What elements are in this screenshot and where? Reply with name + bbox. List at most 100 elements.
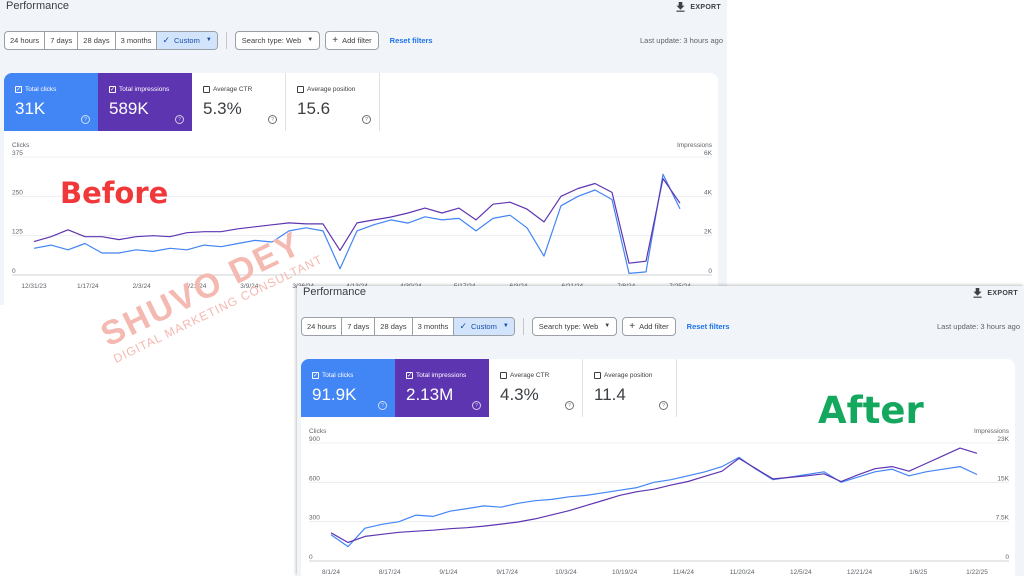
range-7-days[interactable]: 7 days — [45, 31, 79, 49]
range-custom[interactable]: ✓ Custom ▼ — [157, 31, 217, 49]
range-custom-label: Custom — [173, 35, 200, 45]
range-28-days[interactable]: 28 days — [78, 31, 116, 49]
metric-label: Average position — [594, 372, 652, 379]
x-tick-label: 10/19/24 — [612, 569, 638, 576]
checkbox-unchecked-icon — [203, 86, 210, 93]
performance-chart: Clicks Impressions 900 23K 600 15K 300 7.5K 0 0 8/… — [309, 428, 1010, 576]
reset-filters-link[interactable]: Reset filters — [389, 35, 433, 45]
metric-value: 31K — [15, 99, 46, 118]
export-button[interactable]: EXPORT — [973, 288, 1018, 298]
help-icon[interactable]: ? — [81, 115, 90, 124]
help-icon[interactable]: ? — [378, 401, 387, 410]
page-title: Performance — [303, 286, 366, 298]
right-tick-label: 6K — [704, 150, 713, 157]
range-custom-label: Custom — [470, 321, 497, 331]
filter-toolbar: 24 hours 7 days 28 days 3 months ✓ Custo… — [4, 30, 723, 50]
range-3-months[interactable]: 3 months — [116, 31, 158, 49]
export-label: EXPORT — [987, 289, 1018, 297]
caret-down-icon: ▼ — [307, 37, 314, 43]
metric-total-clicks[interactable]: ✓ Total clicks 91.9K ? — [301, 359, 395, 417]
range-28-days[interactable]: 28 days — [375, 317, 413, 335]
checkbox-checked-icon: ✓ — [109, 86, 116, 93]
help-icon[interactable]: ? — [175, 115, 184, 124]
checkbox-checked-icon: ✓ — [406, 372, 413, 379]
metric-label-text: Total clicks — [322, 372, 354, 379]
search-type-dropdown[interactable]: Search type: Web ▼ — [234, 30, 321, 50]
left-tick-label: 125 — [12, 229, 23, 236]
add-filter-button[interactable]: + Add filter — [622, 316, 676, 336]
series-line-clicks — [33, 173, 681, 274]
x-tick-label: 1/6/25 — [909, 569, 927, 576]
metric-label: ✓ Total impressions — [109, 86, 169, 93]
last-update-text: Last update: 3 hours ago — [937, 321, 1020, 331]
left-tick-label: 900 — [309, 436, 320, 443]
left-tick-label: 375 — [12, 150, 23, 157]
help-icon[interactable]: ? — [565, 401, 574, 410]
download-icon — [676, 2, 685, 12]
metric-label: ✓ Total clicks — [312, 372, 353, 379]
add-filter-label: Add filter — [639, 321, 669, 331]
last-update-text: Last update: 3 hours ago — [640, 35, 723, 45]
help-icon[interactable]: ? — [659, 401, 668, 410]
range-3-months[interactable]: 3 months — [413, 317, 455, 335]
metric-total-impressions[interactable]: ✓ Total impressions 2.13M ? — [395, 359, 489, 417]
metric-value: 15.6 — [297, 99, 331, 118]
x-tick-label: 12/5/24 — [790, 569, 812, 576]
metric-total-clicks[interactable]: ✓ Total clicks 31K ? — [4, 73, 98, 131]
date-range-selector: 24 hours 7 days 28 days 3 months ✓ Custo… — [301, 316, 515, 336]
export-button[interactable]: EXPORT — [676, 2, 721, 12]
metric-label-text: Average position — [604, 372, 653, 379]
right-tick-label: 0 — [1005, 554, 1009, 561]
x-tick-label: 1/22/25 — [966, 569, 988, 576]
filter-toolbar: 24 hours 7 days 28 days 3 months ✓ Custo… — [301, 316, 1020, 336]
checkbox-checked-icon: ✓ — [312, 372, 319, 379]
metric-average-ctr[interactable]: Average CTR 4.3% ? — [489, 359, 583, 417]
right-tick-label: 23K — [997, 436, 1009, 443]
x-tick-label: 9/17/24 — [496, 569, 518, 576]
page-title: Performance — [6, 0, 69, 12]
x-tick-label: 1/17/24 — [77, 283, 99, 290]
metric-value: 4.3% — [500, 385, 539, 404]
range-7-days[interactable]: 7 days — [342, 317, 376, 335]
metric-label: ✓ Total clicks — [15, 86, 56, 93]
search-type-label: Search type: Web — [241, 35, 302, 45]
metric-average-ctr[interactable]: Average CTR 5.3% ? — [192, 73, 286, 131]
x-tick-label: 9/1/24 — [439, 569, 457, 576]
caret-down-icon: ▼ — [604, 323, 611, 329]
x-tick-label: 8/1/24 — [322, 569, 340, 576]
help-icon[interactable]: ? — [268, 115, 277, 124]
checkmark-icon: ✓ — [459, 320, 467, 331]
right-tick-label: 0 — [708, 268, 712, 275]
help-icon[interactable]: ? — [472, 401, 481, 410]
divider — [225, 31, 227, 49]
download-icon — [973, 288, 982, 298]
metric-average-position[interactable]: Average position 11.4 ? — [583, 359, 677, 417]
reset-filters-link[interactable]: Reset filters — [686, 321, 730, 331]
range-custom[interactable]: ✓ Custom ▼ — [454, 317, 514, 335]
metric-average-position[interactable]: Average position 15.6 ? — [286, 73, 380, 131]
x-tick-label: 12/21/24 — [847, 569, 873, 576]
left-tick-label: 600 — [309, 475, 320, 482]
metric-total-impressions[interactable]: ✓ Total impressions 589K ? — [98, 73, 192, 131]
header: Performance EXPORT — [0, 0, 727, 18]
range-24-hours[interactable]: 24 hours — [5, 31, 46, 49]
date-range-selector: 24 hours 7 days 28 days 3 months ✓ Custo… — [4, 30, 218, 50]
checkbox-unchecked-icon — [297, 86, 304, 93]
metric-value: 589K — [109, 99, 149, 118]
performance-card: ✓ Total clicks 31K ? ✓ Total impressions 5… — [4, 73, 718, 305]
after-label: After — [818, 389, 924, 432]
plus-icon: + — [332, 34, 339, 46]
range-24-hours[interactable]: 24 hours — [302, 317, 343, 335]
x-tick-label: 8/17/24 — [379, 569, 401, 576]
search-type-dropdown[interactable]: Search type: Web ▼ — [531, 316, 618, 336]
header: Performance EXPORT — [297, 286, 1024, 304]
help-icon[interactable]: ? — [362, 115, 371, 124]
performance-card: ✓ Total clicks 91.9K ? ✓ Total impressions… — [301, 359, 1015, 576]
left-axis-label: Clicks — [12, 142, 30, 149]
divider — [522, 317, 524, 335]
metric-label-text: Average position — [307, 86, 356, 93]
add-filter-button[interactable]: + Add filter — [325, 30, 379, 50]
left-tick-label: 300 — [309, 515, 320, 522]
metric-label-text: Total impressions — [416, 372, 467, 379]
add-filter-label: Add filter — [342, 35, 372, 45]
